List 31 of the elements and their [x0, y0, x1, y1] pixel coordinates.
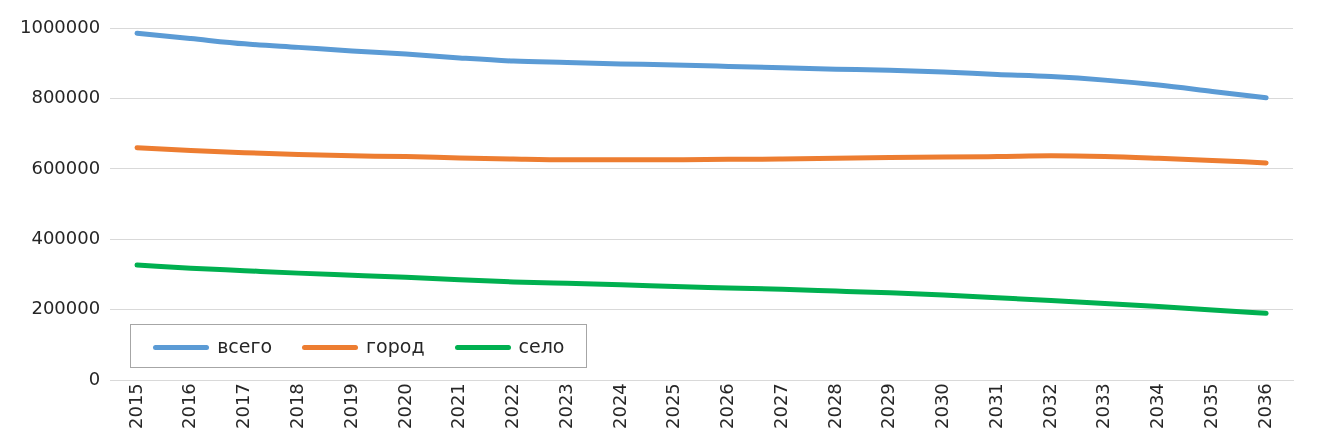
x-tick-label: 2020 — [393, 383, 415, 429]
x-tick-label: 2023 — [554, 383, 576, 429]
x-tick-label: 2021 — [447, 383, 469, 429]
x-tick-label: 2015 — [124, 383, 146, 429]
legend-label: село — [518, 335, 565, 358]
x-tick-label: 2033 — [1092, 383, 1114, 429]
x-tick-label: 2036 — [1253, 383, 1275, 429]
x-tick-label: 2028 — [823, 383, 845, 429]
y-tick-label: 200000 — [31, 297, 101, 319]
y-tick-label: 0 — [88, 367, 101, 389]
y-tick-label: 600000 — [31, 156, 101, 178]
legend-label: всего — [217, 335, 273, 358]
y-tick-label: 400000 — [31, 226, 101, 248]
x-tick-label: 2026 — [716, 383, 738, 429]
x-tick-label: 2022 — [501, 383, 523, 429]
x-tick-label: 2018 — [286, 383, 308, 429]
legend-label: город — [366, 335, 425, 358]
x-tick-label: 2034 — [1146, 383, 1168, 429]
y-tick-label: 1000000 — [19, 15, 101, 37]
x-tick-label: 2016 — [178, 383, 200, 429]
x-tick-label: 2024 — [608, 383, 630, 429]
x-tick-label: 2019 — [339, 383, 361, 429]
y-tick-label: 800000 — [31, 86, 101, 108]
x-tick-label: 2017 — [232, 383, 254, 429]
x-tick-label: 2029 — [877, 383, 899, 429]
x-tick-label: 2031 — [984, 383, 1006, 429]
x-tick-label: 2035 — [1200, 383, 1222, 429]
x-tick-label: 2027 — [769, 383, 791, 429]
x-tick-label: 2025 — [662, 383, 684, 429]
x-tick-label: 2032 — [1038, 383, 1060, 429]
x-tick-label: 2030 — [931, 383, 953, 429]
